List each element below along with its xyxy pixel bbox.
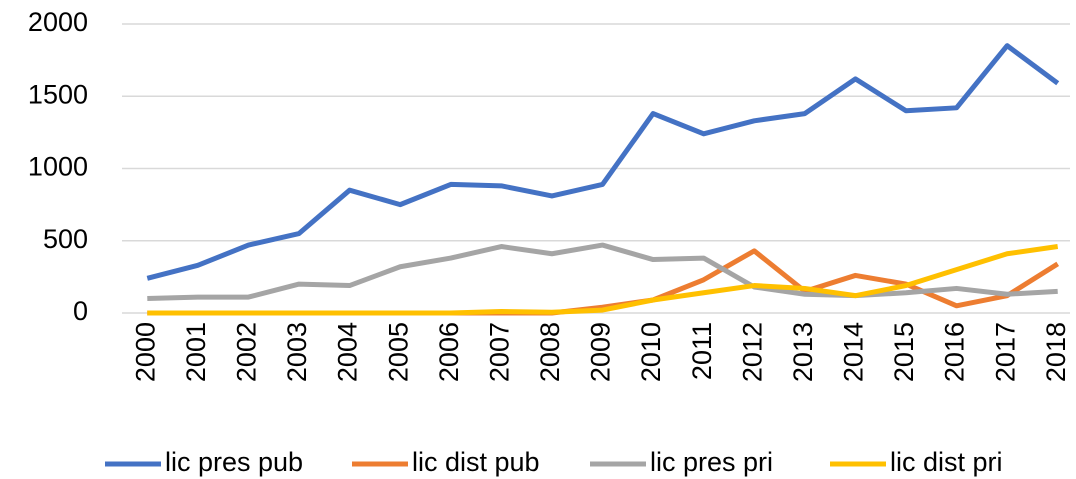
x-tick-label: 2004 bbox=[333, 322, 363, 382]
series-line bbox=[147, 242, 1058, 302]
x-tick-label: 2017 bbox=[990, 322, 1020, 382]
x-tick-label: 2013 bbox=[788, 322, 818, 382]
legend-label: lic pres pub bbox=[165, 447, 303, 477]
x-tick-label: 2015 bbox=[889, 322, 919, 382]
legend-label: lic pres pri bbox=[650, 447, 773, 477]
y-tick-label: 1500 bbox=[28, 79, 88, 109]
y-tick-label: 1000 bbox=[28, 152, 88, 182]
x-tick-label: 2005 bbox=[383, 322, 413, 382]
x-tick-label: 2016 bbox=[940, 322, 970, 382]
y-tick-label: 2000 bbox=[28, 7, 88, 37]
x-tick-label: 2018 bbox=[1041, 322, 1071, 382]
x-tick-label: 2009 bbox=[586, 322, 616, 382]
series-line bbox=[146, 43, 1060, 281]
x-tick-label: 2010 bbox=[636, 322, 666, 382]
legend-label: lic dist pri bbox=[890, 447, 1003, 477]
x-tick-label: 2007 bbox=[484, 322, 514, 382]
series-line bbox=[147, 244, 1059, 316]
x-tick-label: 2002 bbox=[232, 322, 262, 382]
y-tick-label: 0 bbox=[73, 296, 88, 326]
x-tick-label: 2008 bbox=[535, 322, 565, 382]
x-tick-label: 2000 bbox=[130, 322, 160, 382]
x-tick-label: 2001 bbox=[181, 322, 211, 382]
x-tick-label: 2012 bbox=[737, 322, 767, 382]
x-tick-label: 2014 bbox=[839, 322, 869, 382]
y-tick-label: 500 bbox=[43, 224, 88, 254]
x-tick-label: 2011 bbox=[687, 322, 717, 380]
legend-label: lic dist pub bbox=[412, 447, 540, 477]
x-tick-label: 2006 bbox=[434, 322, 464, 382]
x-tick-label: 2003 bbox=[282, 322, 312, 382]
